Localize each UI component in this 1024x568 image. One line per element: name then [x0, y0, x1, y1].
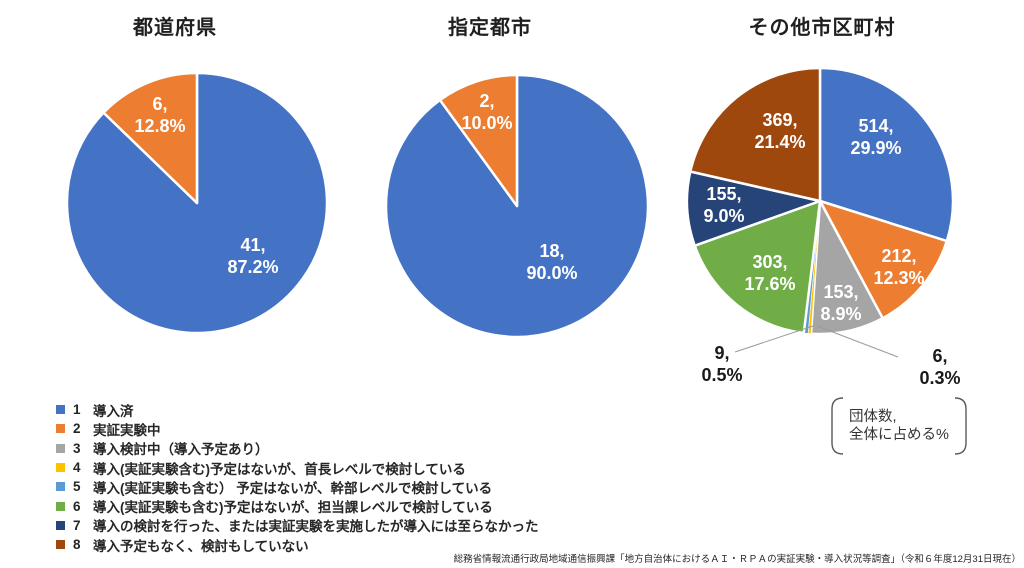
legend-label: 導入予定もなく、検討もしていない — [93, 538, 309, 554]
annotation-bracket-right-icon — [954, 397, 967, 455]
pie-slice — [818, 66, 955, 243]
legend-swatch-icon — [56, 463, 65, 473]
pie-data-label: 41, — [240, 235, 265, 255]
legend-number: 8 — [73, 537, 81, 553]
pie-data-label: 12.8% — [134, 116, 185, 136]
pie-data-label: 8.9% — [820, 304, 861, 324]
legend-number: 5 — [73, 479, 81, 495]
pie-data-label: 0.5% — [701, 365, 742, 385]
pie-data-label: 303, — [752, 252, 787, 272]
legend-number: 4 — [73, 460, 81, 476]
legend-item-5: 5 導入(実証実験も含む） 予定はないが、幹部レベルで検討している — [56, 477, 539, 496]
legend-label: 導入の検討を行った、または実証実験を実施したが導入には至らなかった — [93, 519, 539, 535]
pie-data-label: 153, — [823, 282, 858, 302]
annotation-text: 団体数, 全体に占める% — [845, 408, 953, 444]
legend-item-8: 8 導入予定もなく、検討もしていない — [56, 535, 539, 554]
legend-item-4: 4 導入(実証実験含む)予定はないが、首長レベルで検討している — [56, 458, 539, 477]
pie-slice — [693, 199, 822, 335]
pie-data-label: 17.6% — [744, 274, 795, 294]
pie-data-label: 6, — [932, 346, 947, 366]
pie-chart-1: 18,90.0% 2,10.0% — [384, 73, 650, 339]
legend-label: 導入(実証実験含む)予定はないが、首長レベルで検討している — [93, 461, 466, 477]
pie-title-designated-cities: 指定都市 — [448, 17, 532, 39]
pie-data-label: 155, — [706, 184, 741, 204]
legend-item-3: 3 導入検討中（導入予定あり） — [56, 439, 539, 458]
pie-data-label: 9.0% — [703, 206, 744, 226]
pie-data-label: 369, — [762, 110, 797, 130]
pie-data-label: 0.3% — [919, 368, 960, 388]
pie-slice — [689, 66, 822, 203]
legend-item-1: 1 導入済 — [56, 400, 539, 419]
pie-data-label: 87.2% — [227, 257, 278, 277]
legend-swatch-icon — [56, 405, 65, 415]
pie-slice — [818, 199, 949, 320]
annotation-line2: 全体に占める% — [849, 427, 949, 443]
label-leader-line — [816, 325, 899, 358]
pie-data-label: 10.0% — [461, 113, 512, 133]
pie-data-label: 2, — [479, 91, 494, 111]
legend-swatch-icon — [56, 424, 65, 434]
pie3-data-label-note: 団体数, 全体に占める% — [830, 396, 968, 456]
pie-data-label: 212, — [881, 246, 916, 266]
legend-number: 3 — [73, 440, 81, 456]
legend-number: 2 — [73, 421, 81, 437]
pie-data-label: 6, — [152, 94, 167, 114]
pie-slice — [438, 73, 519, 208]
pie-title-prefectures: 都道府県 — [133, 17, 217, 39]
legend-number: 1 — [73, 402, 81, 418]
legend-swatch-icon — [56, 443, 65, 453]
legend-label: 導入済 — [93, 403, 134, 419]
annotation-bracket-left-icon — [831, 397, 844, 455]
legend-item-6: 6 導入(実証実験も含む)予定はないが、担当課レベルで検討している — [56, 496, 539, 515]
pie-chart-0: 41,87.2% 6,12.8% — [65, 71, 329, 335]
pie-title-other-municipalities: その他市区町村 — [748, 17, 896, 39]
legend: 1 導入済 2 実証実験中 3 導入検討中（導入予定あり） 4 導入(実証実験含む)予定はない… — [56, 400, 539, 554]
legend-label: 導入検討中（導入予定あり） — [93, 442, 269, 458]
legend-swatch-icon — [56, 520, 65, 530]
pie-data-label: 9, — [714, 343, 729, 363]
legend-label: 実証実験中 — [93, 422, 161, 438]
legend-label: 導入(実証実験も含む） 予定はないが、幹部レベルで検討している — [93, 480, 493, 496]
pie-data-label: 21.4% — [754, 132, 805, 152]
legend-swatch-icon — [56, 501, 65, 511]
pie-chart-2: 514,29.9% 212,12.3% 153,8.9% 6,0.3% 9,0.5% 30… — [685, 66, 961, 388]
legend-number: 6 — [73, 498, 81, 514]
legend-label: 導入(実証実験も含む)予定はないが、担当課レベルで検討している — [93, 500, 493, 516]
legend-item-2: 2 実証実験中 — [56, 419, 539, 438]
label-leader-line — [734, 325, 814, 353]
pie-data-label: 29.9% — [850, 138, 901, 158]
pie-data-label: 18, — [539, 241, 564, 261]
legend-swatch-icon — [56, 540, 65, 550]
legend-number: 7 — [73, 517, 81, 533]
annotation-line1: 団体数, — [849, 409, 897, 425]
pie-data-label: 90.0% — [526, 263, 577, 283]
pie-data-label: 514, — [858, 116, 893, 136]
pie-slice — [102, 71, 199, 205]
legend-item-7: 7 導入の検討を行った、または実証実験を実施したが導入には至らなかった — [56, 516, 539, 535]
source-note: 総務省情報流通行政局地域通信振興課「地方自治体におけるＡＩ・ＲＰＡの実証実験・導… — [453, 554, 1021, 565]
legend-swatch-icon — [56, 482, 65, 492]
pie-data-label: 12.3% — [873, 268, 924, 288]
pie-charts-canvas: 41,87.2%6,12.8%18,90.0%2,10.0% 514,29.9%2… — [65, 66, 961, 388]
